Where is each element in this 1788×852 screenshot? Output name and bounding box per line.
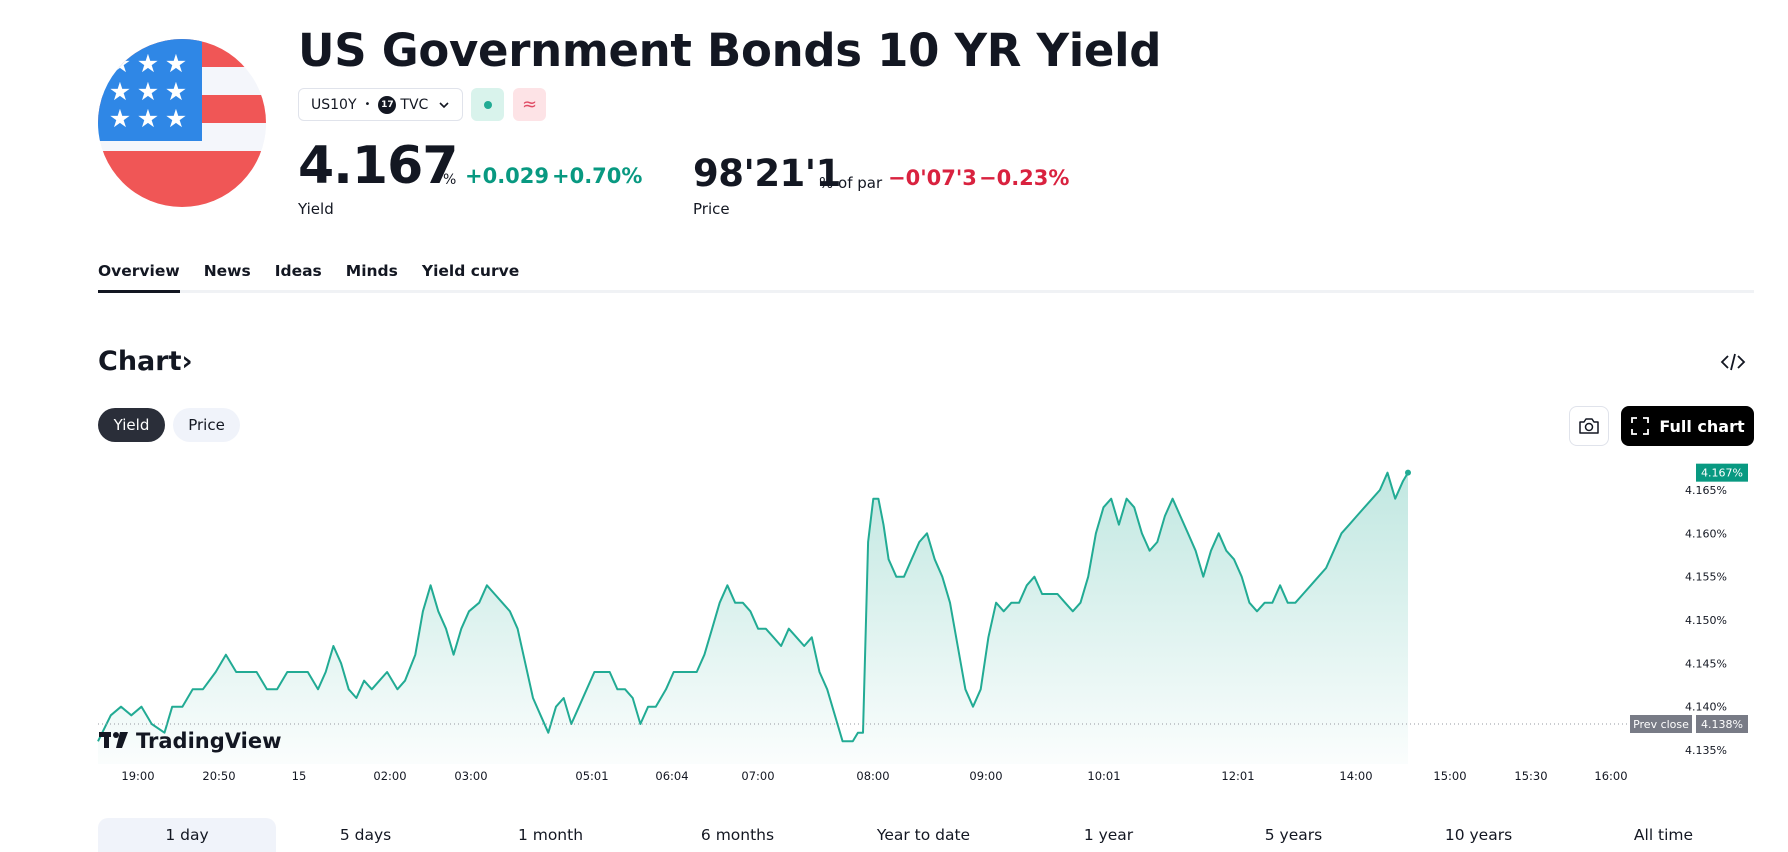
full-chart-button[interactable]: Full chart: [1621, 406, 1754, 446]
svg-text:★: ★: [165, 77, 187, 106]
y-tick-label: 4.155%: [1685, 571, 1727, 584]
svg-text:★: ★: [165, 104, 187, 133]
price-unit: % of par: [819, 174, 883, 192]
svg-text:★: ★: [137, 49, 159, 78]
x-tick-label: 14:00: [1339, 769, 1372, 783]
range-1-year[interactable]: 1 year: [1083, 826, 1134, 844]
tab-ideas[interactable]: Ideas: [274, 262, 322, 280]
price-label: Price: [693, 200, 730, 218]
range-5-days[interactable]: 5 days: [339, 826, 392, 844]
tab-yield-curve[interactable]: Yield curve: [421, 262, 520, 280]
x-tick-label: 20:50: [202, 769, 235, 783]
page-title: US Government Bonds 10 YR Yield: [298, 24, 1162, 77]
svg-text:★: ★: [165, 49, 187, 78]
tab-news[interactable]: News: [203, 262, 251, 280]
symbol-selector[interactable]: US10Y • 17 TVC: [298, 88, 463, 121]
tradingview-watermark-text: TradingView: [136, 729, 281, 753]
symbol-ticker: US10Y: [311, 96, 357, 113]
yield-label: Yield: [298, 200, 334, 218]
x-tick-label: 15:30: [1514, 769, 1547, 783]
chart-heading-text: Chart: [98, 346, 182, 377]
us-flag-icon: ★ ★ ★ ★ ★ ★ ★ ★ ★: [98, 39, 266, 207]
last-value-badge: [1696, 463, 1748, 482]
yield-unit: %: [443, 172, 457, 188]
tradingview-logo-stem: [104, 732, 109, 748]
market-open-status-icon[interactable]: [471, 88, 504, 121]
yield-series-line: [97, 471, 1409, 743]
prev-close-value-label: 4.138%: [1701, 718, 1743, 731]
embed-code-icon[interactable]: [1720, 350, 1746, 374]
yield-value: 4.167: [298, 136, 458, 196]
x-tick-label: 07:00: [741, 769, 774, 783]
x-tick-label: 06:04: [655, 769, 688, 783]
range-10-years[interactable]: 10 years: [1444, 826, 1513, 844]
range-5-years[interactable]: 5 years: [1264, 826, 1323, 844]
range-6-months[interactable]: 6 months: [700, 826, 775, 844]
y-tick-label: 4.160%: [1685, 527, 1727, 540]
yield-toggle-button[interactable]: Yield: [98, 408, 165, 442]
svg-text:★: ★: [137, 77, 159, 106]
yield-chart[interactable]: 4.165% 4.160% 4.155% 4.150% 4.145% 4.140% 4.13…: [0, 460, 1788, 800]
x-tick-label: 15:00: [1433, 769, 1466, 783]
x-tick-label: 05:01: [575, 769, 608, 783]
snapshot-button[interactable]: [1569, 406, 1609, 446]
fullscreen-icon: [1631, 417, 1650, 435]
range-selector: 1 day 5 days 1 month 6 months Year to da…: [98, 818, 1778, 852]
x-tick-label: 12:01: [1221, 769, 1254, 783]
prev-close-badge: [1630, 715, 1692, 733]
last-value-label: 4.167%: [1701, 467, 1743, 480]
chart-heading-link[interactable]: Chart›: [98, 346, 193, 377]
range-1-day[interactable]: 1 day: [98, 818, 276, 852]
y-tick-label: 4.165%: [1685, 484, 1727, 497]
exchange-label: TVC: [400, 96, 429, 113]
x-tick-label: 03:00: [454, 769, 487, 783]
delayed-data-icon[interactable]: ≈: [513, 88, 546, 121]
camera-icon: [1579, 418, 1599, 434]
svg-text:★: ★: [109, 104, 131, 133]
x-tick-label: 19:00: [121, 769, 154, 783]
svg-text:★: ★: [109, 77, 131, 106]
yield-change: +0.029: [465, 164, 550, 188]
x-tick-label: 02:00: [373, 769, 406, 783]
x-tick-label: 08:00: [856, 769, 889, 783]
price-value: 98'21'1: [693, 152, 841, 195]
x-tick-label: 09:00: [969, 769, 1002, 783]
full-chart-label: Full chart: [1659, 416, 1745, 436]
tradingview-logo-dot: [113, 732, 119, 738]
separator-dot: •: [364, 99, 371, 110]
range-1-month[interactable]: 1 month: [517, 826, 584, 844]
tab-overview[interactable]: Overview: [98, 262, 180, 293]
yield-change-percent: +0.70%: [552, 164, 643, 188]
y-tick-label: 4.135%: [1685, 744, 1727, 757]
tabs-divider: [98, 290, 1754, 293]
tradingview-logo-slash: [116, 732, 128, 748]
price-change: −0'07'3: [888, 166, 977, 190]
main-tabs: Overview News Ideas Minds Yield curve: [98, 262, 543, 293]
tab-minds[interactable]: Minds: [345, 262, 398, 280]
svg-text:★: ★: [137, 104, 159, 133]
y-tick-label: 4.150%: [1685, 614, 1727, 627]
prev-close-value-badge: [1696, 715, 1748, 733]
chevron-down-icon: [439, 101, 449, 108]
range-all-time[interactable]: All time: [1633, 826, 1694, 844]
x-tick-label: 16:00: [1594, 769, 1627, 783]
svg-text:★: ★: [109, 49, 131, 78]
x-tick-label: 15: [292, 769, 307, 783]
last-point-marker: [1405, 469, 1411, 476]
x-tick-label: 10:01: [1087, 769, 1120, 783]
price-toggle-button[interactable]: Price: [173, 408, 240, 442]
y-tick-label: 4.140%: [1685, 701, 1727, 714]
range-year-to-date[interactable]: Year to date: [876, 826, 971, 844]
y-tick-label: 4.145%: [1685, 657, 1727, 670]
prev-close-label: Prev close: [1633, 718, 1689, 731]
chevron-right-icon: ›: [181, 346, 193, 377]
price-change-percent: −0.23%: [979, 166, 1070, 190]
tradingview-watermark: TradingView: [99, 729, 281, 753]
tradingview-logo-icon: 17: [378, 95, 397, 114]
